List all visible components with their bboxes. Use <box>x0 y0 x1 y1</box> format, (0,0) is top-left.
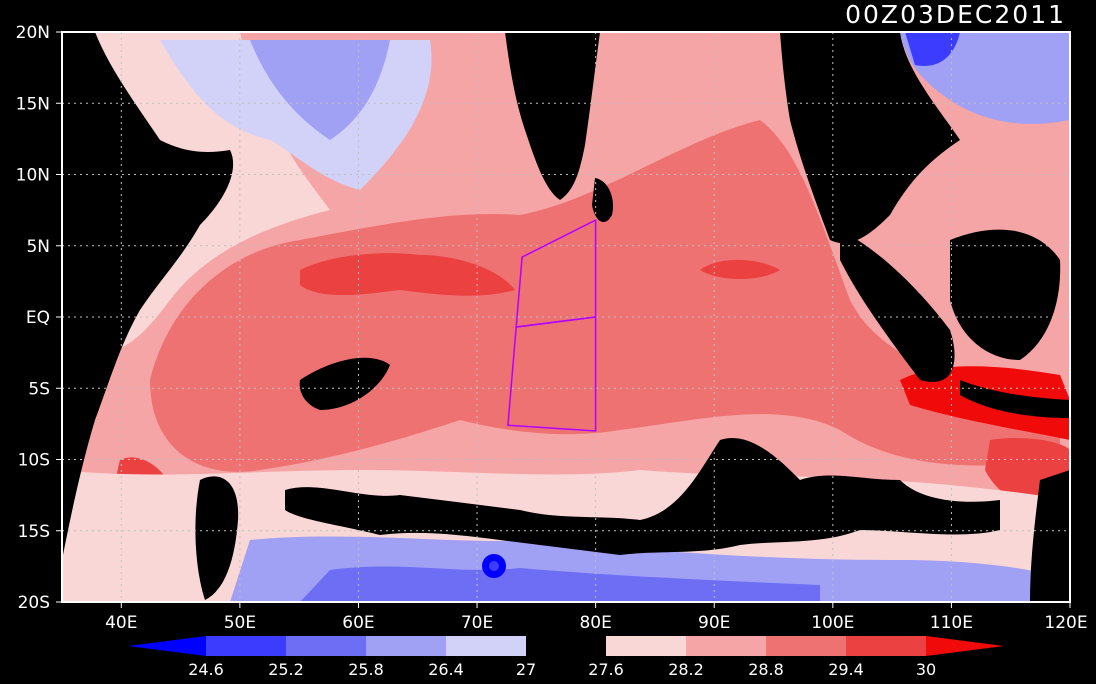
colorbar-segment <box>606 636 687 656</box>
land-borneo <box>950 229 1061 360</box>
y-tick-label: EQ <box>26 308 50 328</box>
colorbar-label: 27.6 <box>588 660 624 679</box>
colorbar-label: 24.6 <box>188 660 224 679</box>
land-southeast-asia <box>780 32 960 244</box>
colorbar-segment <box>686 636 767 656</box>
sst-cool-region <box>250 40 390 140</box>
map-layers <box>62 32 1070 602</box>
colorbar-segment <box>446 636 527 656</box>
study-box-outline <box>507 316 597 432</box>
colorbar-arrow-high <box>926 636 1004 656</box>
colorbar-segment <box>766 636 847 656</box>
land-sri-lanka <box>592 178 614 223</box>
x-tick-label: 100E <box>811 613 854 633</box>
land-arabia-africa <box>62 32 234 560</box>
x-tick-label: 80E <box>579 613 611 633</box>
colorbar-label: 26.4 <box>428 660 464 679</box>
colorbar-label: 25.8 <box>348 660 384 679</box>
y-tick-label: 20N <box>16 23 50 43</box>
colorbar-segment <box>846 636 927 656</box>
land-seychelles-shoal <box>299 357 390 410</box>
map-gridlines <box>62 32 1070 602</box>
sst-cold-spot <box>489 561 499 571</box>
colorbar: 24.6 25.2 25.8 26.4 27 27.6 28.2 28.8 29.4 30 <box>128 636 1004 679</box>
x-tick-label: 90E <box>698 613 730 633</box>
x-tick-label: 120E <box>1044 613 1087 633</box>
land-madagascar <box>195 476 239 600</box>
y-tick-label: 20S <box>18 593 50 613</box>
y-tick-label: 15N <box>16 94 50 114</box>
colorbar-label: 25.2 <box>268 660 304 679</box>
colorbar-label: 30 <box>916 660 936 679</box>
colorbar-label: 28.8 <box>748 660 784 679</box>
y-tick-label: 15S <box>18 522 50 542</box>
x-tick-label: 50E <box>224 613 256 633</box>
x-tick-label: 70E <box>461 613 493 633</box>
sst-hot-patch <box>300 253 515 296</box>
x-tick-label: 110E <box>930 613 973 633</box>
y-tick-label: 5N <box>26 237 50 257</box>
sst-cool-region <box>300 566 820 602</box>
sst-hot-patch <box>700 259 780 279</box>
colorbar-segment <box>206 636 287 656</box>
land-india <box>505 32 600 200</box>
y-axis-ticks: 20N 15N 10N 5N EQ 5S 10S 15S 20S <box>16 23 62 613</box>
colorbar-arrow-low <box>128 636 206 656</box>
y-tick-label: 10S <box>18 451 50 471</box>
study-boxes <box>507 218 597 432</box>
x-tick-label: 60E <box>342 613 374 633</box>
colorbar-segment <box>526 636 607 656</box>
y-tick-label: 5S <box>28 379 50 399</box>
land-java <box>960 380 1070 418</box>
x-axis-ticks: 40E 50E 60E 70E 80E 90E 100E 110E 120E <box>105 602 1088 633</box>
colorbar-label: 27 <box>516 660 536 679</box>
colorbar-segment <box>286 636 367 656</box>
date-title: 00Z03DEC2011 <box>845 0 1066 29</box>
y-tick-label: 10N <box>16 166 50 186</box>
x-tick-label: 40E <box>105 613 137 633</box>
sst-cool-region <box>905 32 960 66</box>
land-sumatra <box>840 230 955 382</box>
colorbar-segment <box>366 636 447 656</box>
sst-black-band <box>285 438 1000 555</box>
colorbar-label: 28.2 <box>668 660 704 679</box>
colorbar-label: 29.4 <box>828 660 864 679</box>
land-australia <box>1030 470 1070 602</box>
